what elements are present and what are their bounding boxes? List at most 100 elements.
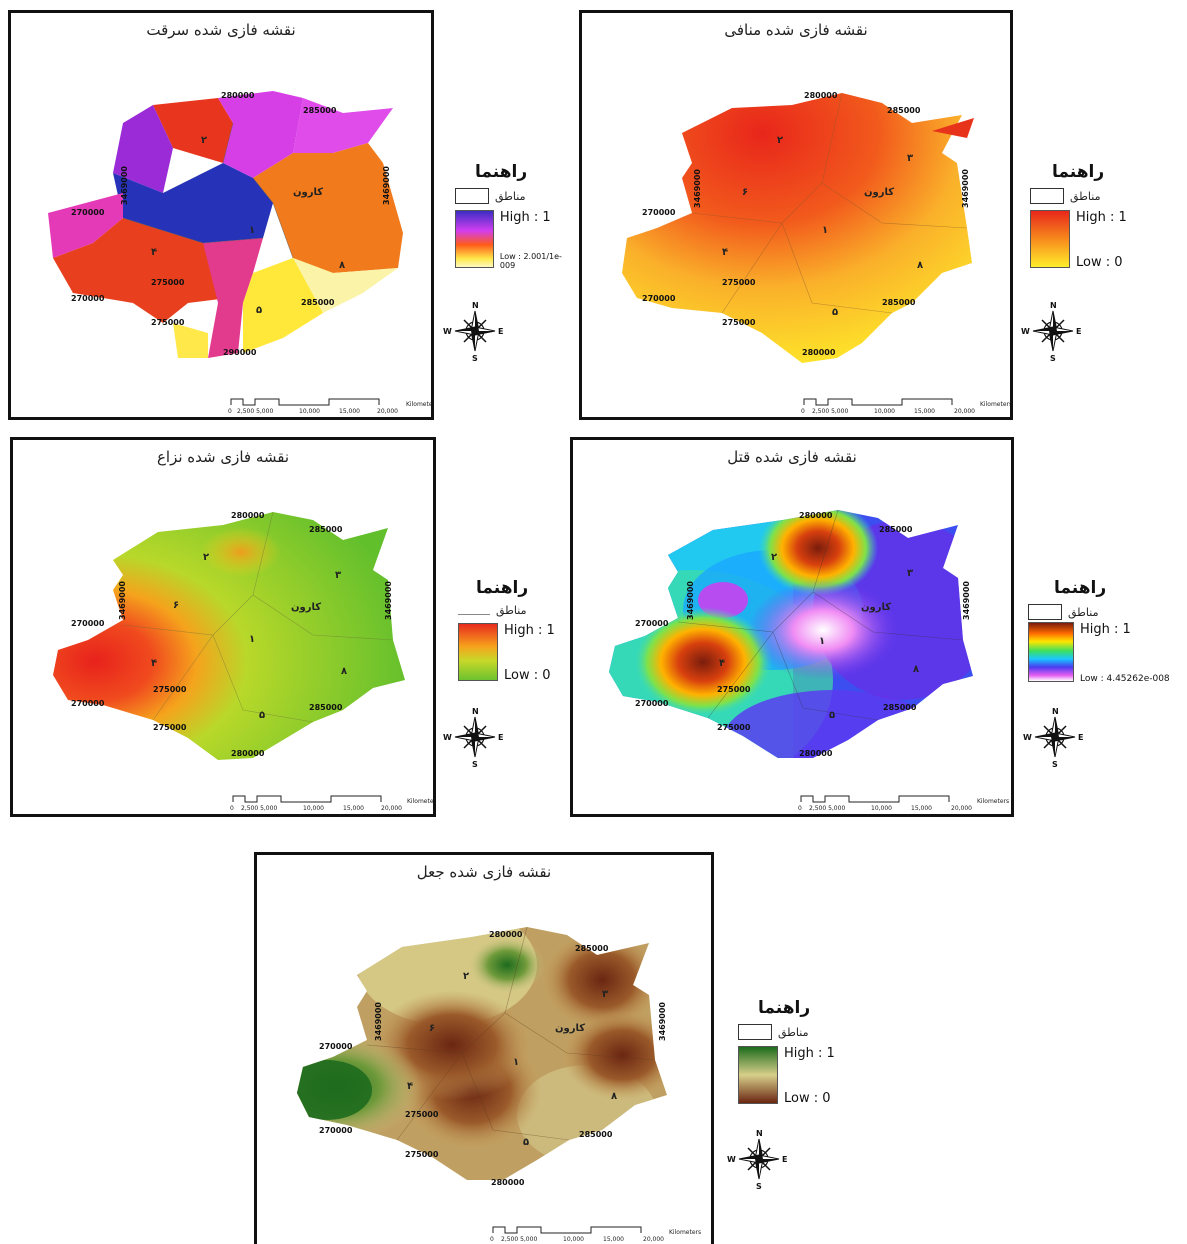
legend-narcotics: راهنما مناطق High : 1 Low : 0 <box>1030 162 1160 270</box>
city-map-narcotics: 280000 285000 270000 270000 275000 27500… <box>622 91 1010 415</box>
svg-text:0: 0 <box>228 408 232 415</box>
svg-text:10,000: 10,000 <box>563 1236 584 1243</box>
zone-label: ۶ <box>742 187 748 198</box>
scale-bar: 0 2,500 5,000 10,000 15,000 20,000 Kilom… <box>801 398 1010 415</box>
map-panel-narcotics: نقشه فازی شده منافی 280000 285000 270000… <box>579 10 1013 420</box>
region-magenta-ne <box>293 98 393 153</box>
north-arrow-icon: N S W E <box>443 301 503 363</box>
coord-label: 285000 <box>879 525 913 534</box>
coord-label: 285000 <box>887 106 921 115</box>
coord-label: 3469000 <box>961 169 970 208</box>
zone-label: ۲ <box>463 971 469 982</box>
north-arrow-icon: N S W E <box>1023 707 1083 769</box>
coord-label: 275000 <box>722 318 756 327</box>
compass-letter: W <box>443 327 452 336</box>
zone-label: ۲ <box>771 552 777 563</box>
zone-label: ۲ <box>201 135 207 146</box>
zones-label: مناطق <box>1070 189 1101 203</box>
zone-label: ۱ <box>249 634 255 645</box>
zone-label: ۴ <box>722 247 728 258</box>
compass-letter: W <box>1021 327 1030 336</box>
coord-label: 275000 <box>405 1110 439 1119</box>
coord-label: 270000 <box>71 619 105 628</box>
zone-label: ۳ <box>907 568 913 579</box>
compass-letter: N <box>472 707 479 716</box>
compass-letter: S <box>472 354 478 363</box>
compass-letter: S <box>472 760 478 769</box>
svg-text:2,500 5,000: 2,500 5,000 <box>237 408 273 415</box>
coord-label: 285000 <box>882 298 916 307</box>
karun-label: کارون <box>861 602 891 613</box>
coord-label: 275000 <box>717 685 751 694</box>
legend-low: Low : 0 <box>1076 255 1123 270</box>
region-blue <box>113 163 273 243</box>
region-magenta-n <box>218 91 303 178</box>
karun-label: کارون <box>555 1023 585 1034</box>
color-ramp <box>1028 622 1074 682</box>
map-title: نقشه فازی شده سرقت <box>146 21 296 39</box>
zones-label: مناطق <box>495 189 526 203</box>
zone-swatch <box>455 188 489 204</box>
coord-label: 3469000 <box>693 169 702 208</box>
coord-label: 280000 <box>491 1178 525 1187</box>
coord-label: 275000 <box>151 318 185 327</box>
svg-text:20,000: 20,000 <box>954 408 975 415</box>
coord-label: 270000 <box>319 1126 353 1135</box>
zone-label: ۱ <box>819 636 825 647</box>
zone-label: ۴ <box>719 658 725 669</box>
legend-title: راهنما <box>475 162 528 182</box>
zones-label: مناطق <box>1068 605 1099 619</box>
coord-label: 270000 <box>635 619 669 628</box>
legend-theft: راهنما مناطق High : 1 Low : 2.001/1e-009 <box>455 162 575 270</box>
compass-letter: E <box>782 1155 787 1164</box>
coord-label: 3469000 <box>686 581 695 620</box>
compass-letter: E <box>498 327 503 336</box>
coord-label: 270000 <box>642 294 676 303</box>
zone-label: ۵ <box>832 307 838 318</box>
zone-label: ۳ <box>907 153 913 164</box>
legend-title: راهنما <box>1054 578 1107 598</box>
zone-label: ۴ <box>151 247 157 258</box>
coord-label: 270000 <box>71 699 105 708</box>
svg-text:0: 0 <box>230 805 234 812</box>
coord-label: 280000 <box>221 91 255 100</box>
zone-label: ۳ <box>602 989 608 1000</box>
zone-label: ۶ <box>173 600 179 611</box>
svg-text:10,000: 10,000 <box>299 408 320 415</box>
zone-label: ۴ <box>151 658 157 669</box>
zone-label: ۵ <box>829 710 835 721</box>
svg-text:10,000: 10,000 <box>303 805 324 812</box>
svg-text:0: 0 <box>490 1236 494 1243</box>
coord-label: 280000 <box>802 348 836 357</box>
svg-text:20,000: 20,000 <box>951 805 972 812</box>
scale-bar: 0 2,500 5,000 10,000 15,000 20,000 Kilom… <box>230 795 433 812</box>
zone-label: ۸ <box>611 1091 617 1102</box>
region-magenta-w <box>48 193 123 258</box>
region-red-sw <box>53 218 238 323</box>
svg-text:Kilometers: Kilometers <box>980 401 1010 408</box>
karun-label: کارون <box>293 187 323 198</box>
legend-conflict: راهنما مناطق High : 1 Low : 0 <box>458 578 578 683</box>
map-panel-theft: نقشه فازی شده سرقت 280000 285000 270000 … <box>8 10 434 420</box>
coord-label: 285000 <box>303 106 337 115</box>
coord-label: 270000 <box>71 208 105 217</box>
zone-label: ۵ <box>256 305 262 316</box>
svg-text:Kilometers: Kilometers <box>977 798 1009 805</box>
zones-label: مناطق <box>778 1025 809 1039</box>
map-title: نقشه فازی شده قتل <box>727 448 857 466</box>
legend-low: Low : 2.001/1e-009 <box>499 252 562 270</box>
compass-letter: N <box>472 301 479 310</box>
zone-label: ۳ <box>335 570 341 581</box>
compass-letter: W <box>1023 733 1032 742</box>
zone-label: ۲ <box>203 552 209 563</box>
zone-label: ۱ <box>822 225 828 236</box>
svg-text:15,000: 15,000 <box>343 805 364 812</box>
coord-label: 290000 <box>223 348 257 357</box>
coord-label: 285000 <box>579 1130 613 1139</box>
north-arrow-icon: N S W E <box>727 1129 787 1191</box>
zone-swatch <box>1028 604 1062 620</box>
color-ramp <box>1030 210 1070 268</box>
coord-label: 275000 <box>151 278 185 287</box>
legend-low: Low : 0 <box>784 1091 831 1106</box>
region-paleyellow-se <box>293 258 398 313</box>
